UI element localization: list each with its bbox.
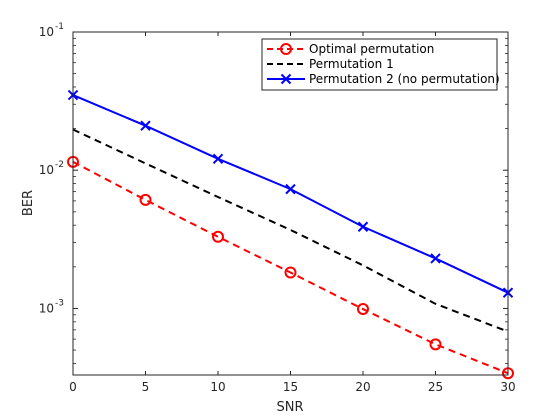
x-axis-label: SNR <box>276 400 303 415</box>
y-axis-label: BER <box>21 190 36 216</box>
data-point-x <box>430 253 441 264</box>
data-point-circle <box>284 266 297 279</box>
x-tick-label: 30 <box>500 380 515 394</box>
series-line <box>72 160 509 375</box>
series-1 <box>72 128 509 333</box>
data-point-x <box>280 73 292 85</box>
y-tick-label: 10 <box>39 163 54 177</box>
series-line <box>72 128 509 333</box>
y-tick-exponent: -3 <box>55 298 64 308</box>
x-tick-label: 15 <box>283 380 298 394</box>
data-point-circle <box>357 303 369 316</box>
legend-label: Permutation 2 (no permutation) <box>309 72 500 86</box>
legend-label: Optimal permutation <box>309 42 434 56</box>
x-tick-label: 20 <box>355 380 370 394</box>
data-point-x <box>140 120 151 131</box>
data-point-x <box>212 153 224 164</box>
y-tick-exponent: -1 <box>55 22 64 32</box>
plot-frame <box>72 31 509 376</box>
x-tick-label: 10 <box>210 380 225 394</box>
x-tick-label: 0 <box>69 380 77 394</box>
y-tick-label: 10 <box>39 25 54 39</box>
y-tick-exponent: -2 <box>55 160 64 170</box>
data-point-circle <box>212 230 224 243</box>
legend-label: Permutation 1 <box>309 57 394 71</box>
x-tick-label: 25 <box>428 380 443 394</box>
data-point-circle <box>139 193 152 206</box>
data-point-circle <box>429 338 442 351</box>
series-2 <box>67 89 514 298</box>
x-tick-label: 5 <box>142 380 150 394</box>
data-point-x <box>285 183 296 195</box>
data-point-circle <box>280 43 292 55</box>
y-tick-label: 10 <box>39 301 54 315</box>
data-point-x <box>357 221 369 232</box>
y-axis: 10-110-210-3 <box>39 22 508 364</box>
